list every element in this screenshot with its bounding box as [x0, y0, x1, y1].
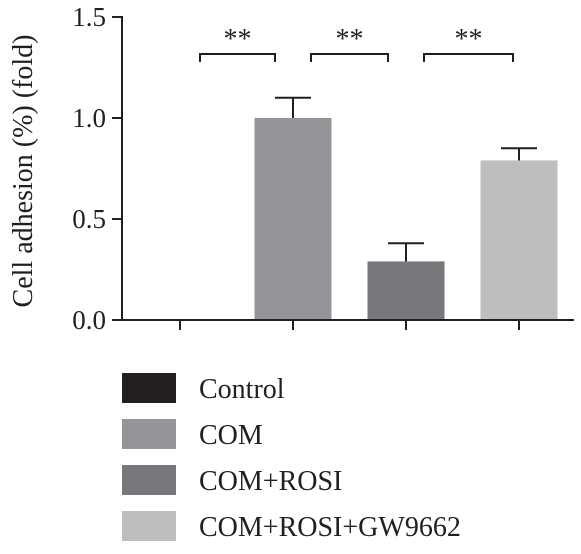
legend-swatch [122, 419, 176, 449]
legend-swatch [122, 373, 176, 403]
legend-label: COM [199, 420, 263, 451]
significance-group: ** ** ** [199, 24, 514, 62]
significance-bracket [423, 53, 514, 62]
y-tick-label: 1.0 [72, 103, 106, 133]
significance-label: ** [336, 24, 364, 55]
significance-bracket [199, 53, 276, 62]
y-tick-label: 0.5 [72, 204, 106, 234]
legend: Control COM COM+ROSI COM+ROSI+GW9662 [122, 373, 461, 543]
legend-label: COM+ROSI [199, 466, 342, 497]
significance-bracket [310, 53, 389, 62]
legend-swatch [122, 511, 176, 541]
legend-item: COM+ROSI+GW9662 [122, 511, 461, 543]
bar [254, 118, 332, 320]
legend-item: COM [122, 419, 263, 451]
y-tick-label: 0.0 [72, 305, 106, 335]
legend-swatch [122, 465, 176, 495]
legend-item: COM+ROSI [122, 465, 342, 497]
y-tick-label: 1.5 [72, 2, 106, 32]
bar [367, 261, 445, 320]
legend-label: COM+ROSI+GW9662 [199, 512, 461, 543]
significance-label: ** [224, 24, 252, 55]
error-bars-group [275, 96, 537, 262]
legend-item: Control [122, 373, 285, 405]
legend-label: Control [199, 374, 285, 405]
bar [480, 160, 558, 320]
y-axis-label: Cell adhesion (%) (fold) [8, 35, 39, 308]
significance-label: ** [455, 24, 483, 55]
axes-group: 0.0 0.5 1.0 1.5 [72, 2, 574, 335]
bars-group [254, 118, 558, 320]
